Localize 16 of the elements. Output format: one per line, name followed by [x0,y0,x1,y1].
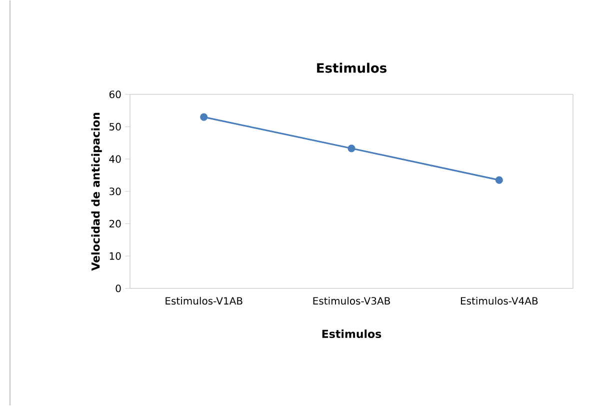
point [348,144,356,152]
point [495,176,503,184]
y-tick-label: 30 [110,188,121,196]
point [200,113,208,121]
x-tick-label: Estimulos-V3AB [313,297,390,305]
x-tick-label: Estimulos-V1AB [166,297,242,305]
chart-title: Estimulos [317,62,386,73]
y-tick-label: 40 [109,155,121,163]
y-tick-label: 60 [109,90,121,98]
y-tick-label: 10 [110,252,121,260]
y-tick-label: 50 [110,123,121,131]
x-axis-title: Estimulos [322,330,382,338]
y-tick-label: 0 [116,284,121,292]
y-axis-title: Velocidad de anticipacion [91,112,102,271]
x-tick-label: Estimulos-V4AB [460,297,538,305]
y-tick-label: 20 [109,220,121,228]
